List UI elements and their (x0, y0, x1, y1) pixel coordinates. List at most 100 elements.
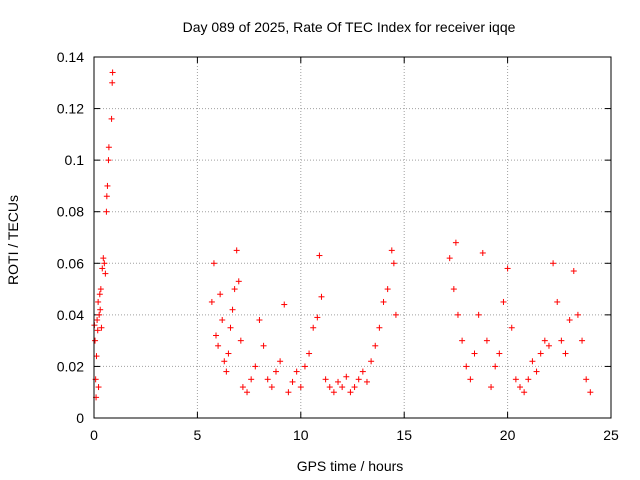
x-tick-label: 10 (293, 427, 309, 443)
data-point (310, 324, 317, 331)
data-point (293, 368, 300, 375)
data-point (277, 358, 284, 365)
data-point (210, 260, 217, 267)
y-tick-label: 0.02 (57, 358, 84, 374)
data-point (533, 368, 540, 375)
data-point (244, 389, 251, 396)
data-point (390, 260, 397, 267)
y-tick-label: 0.14 (57, 49, 84, 65)
data-point (372, 342, 379, 349)
data-point (446, 255, 453, 262)
data-point (231, 286, 238, 293)
data-point (512, 376, 519, 383)
y-tick-label: 0.1 (65, 152, 85, 168)
data-point (208, 298, 215, 305)
data-point (97, 286, 104, 293)
data-point (95, 298, 102, 305)
data-point (272, 368, 279, 375)
y-tick-label: 0.12 (57, 101, 84, 117)
data-point (94, 327, 101, 334)
data-point (452, 239, 459, 246)
data-point (368, 358, 375, 365)
x-tick-label: 5 (194, 427, 202, 443)
y-axis-label: ROTI / TECUs (5, 195, 21, 285)
data-point (355, 376, 362, 383)
data-point (219, 317, 226, 324)
data-point (475, 311, 482, 318)
data-points (91, 69, 594, 401)
data-point (554, 298, 561, 305)
data-point (256, 317, 263, 324)
data-point (99, 265, 106, 272)
data-point (335, 378, 342, 385)
data-point (100, 255, 107, 262)
data-point (562, 350, 569, 357)
data-point (109, 69, 116, 76)
data-point (306, 350, 313, 357)
data-point (225, 350, 232, 357)
data-point (550, 260, 557, 267)
data-point (508, 324, 515, 331)
data-point (322, 376, 329, 383)
data-point (289, 378, 296, 385)
plot-frame (93, 56, 612, 419)
data-point (463, 363, 470, 370)
data-point (103, 208, 110, 215)
data-point (281, 301, 288, 308)
x-tick-label: 15 (396, 427, 412, 443)
data-point (545, 342, 552, 349)
data-point (525, 376, 532, 383)
data-point (541, 337, 548, 344)
chart-title: Day 089 of 2025, Rate Of TEC Index for r… (183, 19, 516, 35)
data-point (314, 314, 321, 321)
data-point (108, 115, 115, 122)
data-point (521, 389, 528, 396)
data-point (98, 324, 105, 331)
data-point (96, 291, 103, 298)
data-point (102, 270, 109, 277)
data-point (479, 249, 486, 256)
data-point (103, 193, 110, 200)
data-point (351, 384, 358, 391)
data-point (384, 286, 391, 293)
y-tick-label: 0.04 (57, 307, 84, 323)
data-point (248, 376, 255, 383)
data-point (558, 337, 565, 344)
grid (94, 57, 611, 418)
data-point (500, 298, 507, 305)
data-point (517, 384, 524, 391)
y-tick-label: 0.06 (57, 255, 84, 271)
data-point (104, 182, 111, 189)
data-point (96, 311, 103, 318)
data-point (587, 389, 594, 396)
data-point (483, 337, 490, 344)
data-point (583, 376, 590, 383)
data-point (105, 157, 112, 164)
data-point (537, 350, 544, 357)
data-point (95, 384, 102, 391)
x-tick-label: 25 (603, 427, 619, 443)
data-point (467, 376, 474, 383)
data-point (297, 384, 304, 391)
data-point (217, 291, 224, 298)
data-point (492, 363, 499, 370)
data-point (223, 368, 230, 375)
data-point (215, 342, 222, 349)
data-point (339, 384, 346, 391)
x-tick-label: 20 (500, 427, 516, 443)
data-point (285, 389, 292, 396)
data-point (376, 324, 383, 331)
data-point (97, 306, 104, 313)
data-point (454, 311, 461, 318)
data-point (574, 311, 581, 318)
data-point (363, 378, 370, 385)
data-point (450, 286, 457, 293)
data-point (496, 350, 503, 357)
data-point (388, 247, 395, 254)
data-point (330, 389, 337, 396)
data-point (239, 384, 246, 391)
data-point (109, 79, 116, 86)
y-axis-ticks: 0 0.02 0.04 0.06 0.08 0.1 0.12 0.14 (57, 49, 611, 426)
data-point (380, 298, 387, 305)
